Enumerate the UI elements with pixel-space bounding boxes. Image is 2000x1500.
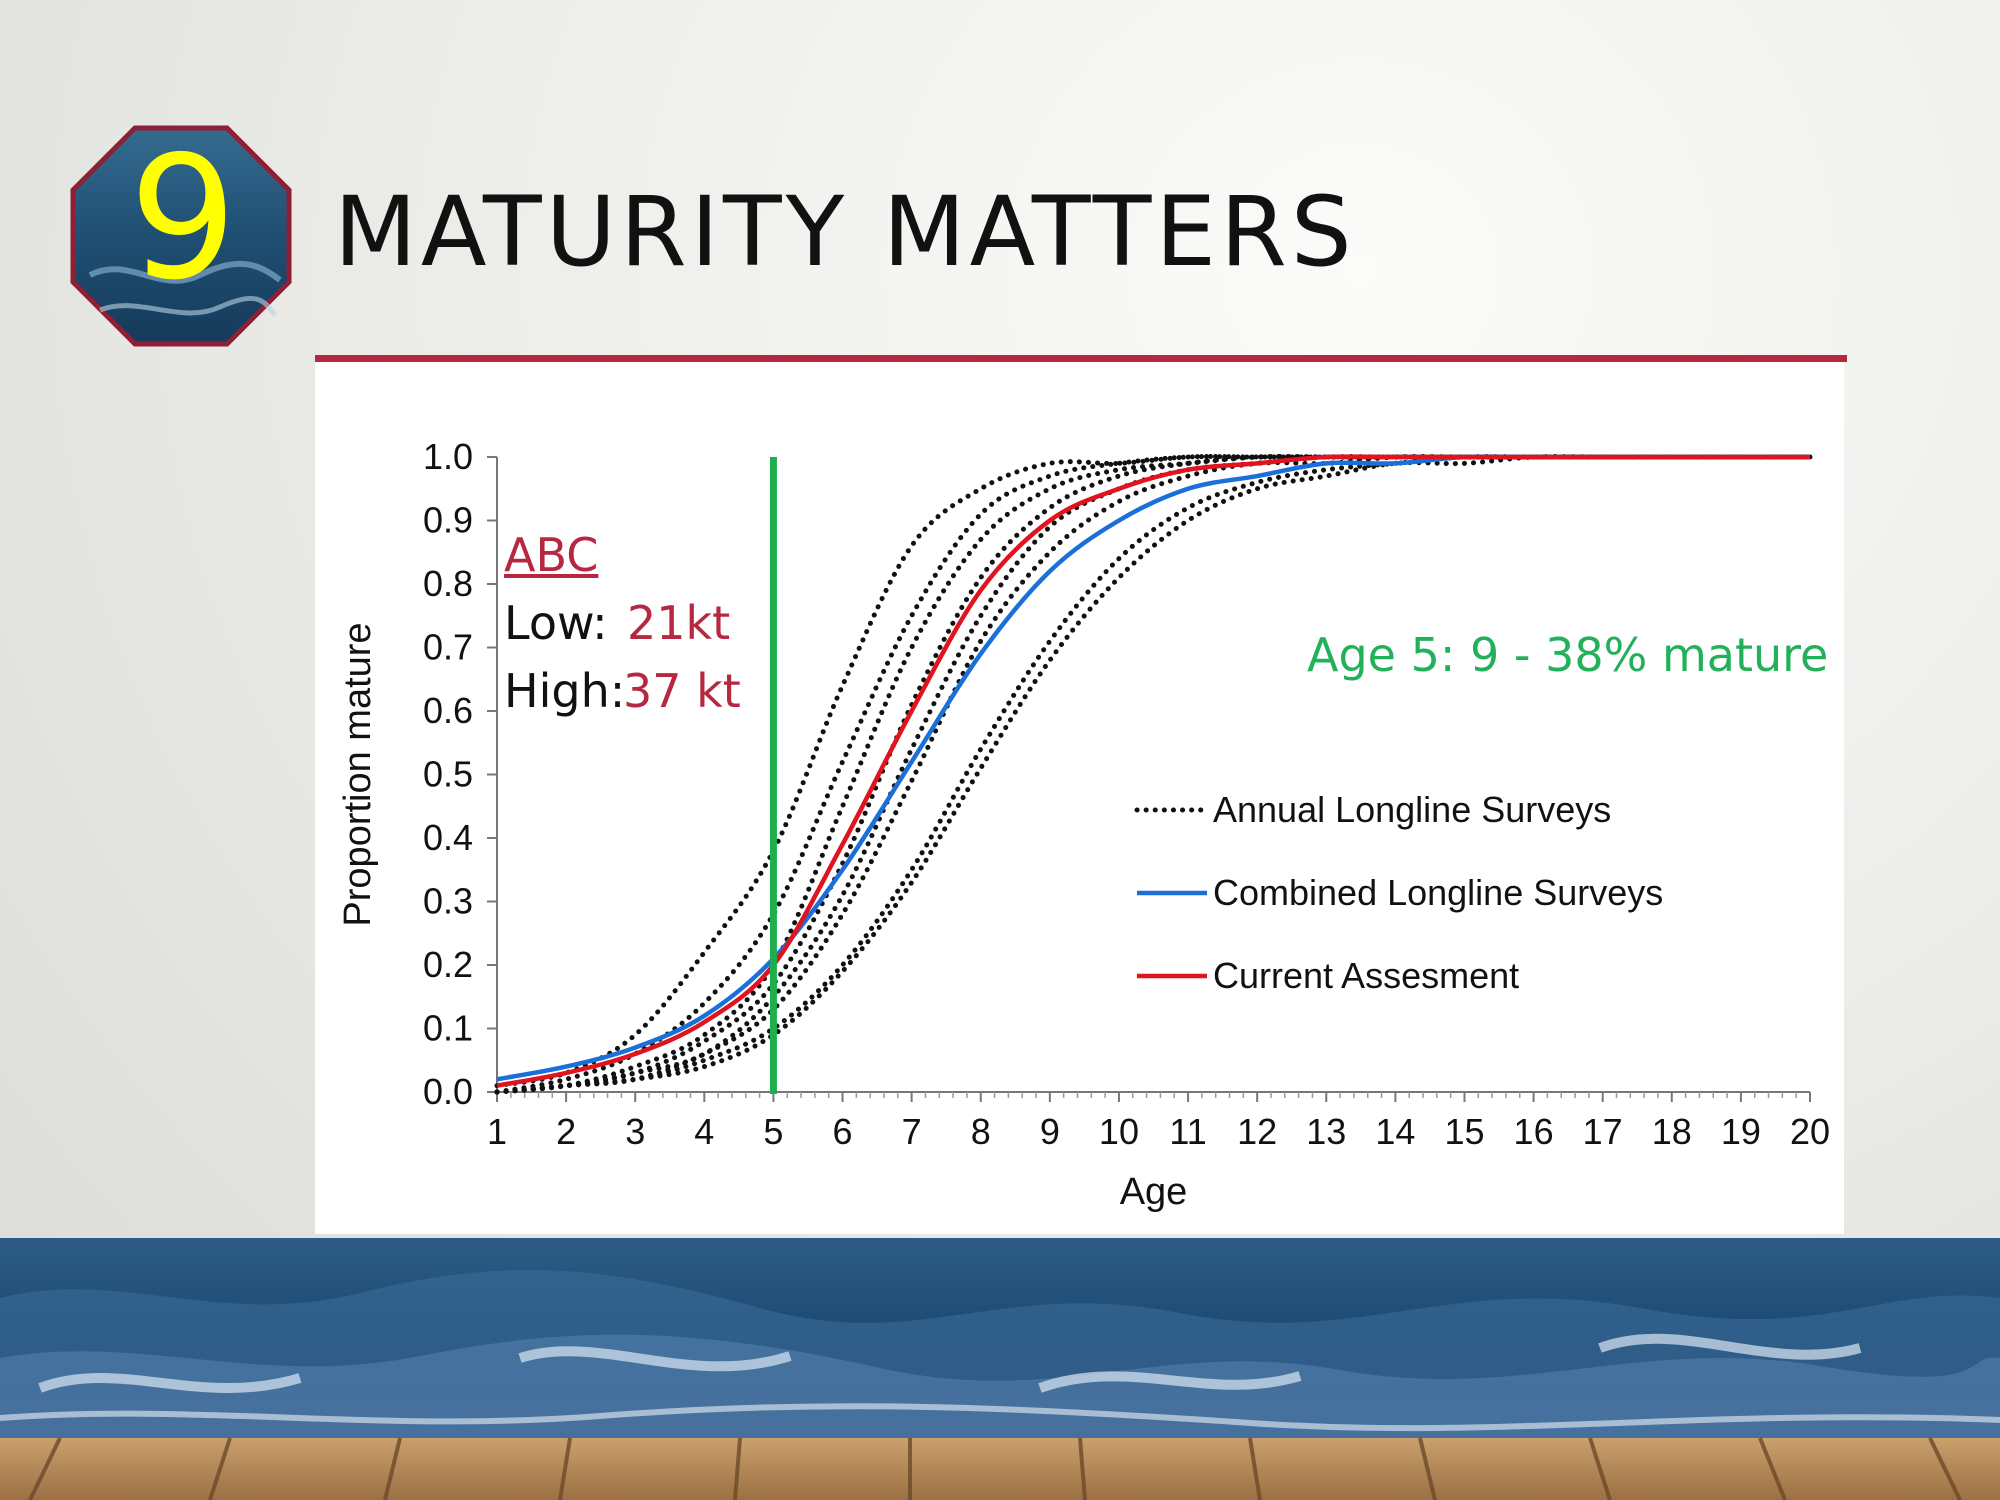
y-tick-label: 1.0 bbox=[423, 436, 473, 477]
combined-longline-line bbox=[496, 454, 1810, 1082]
y-tick-label: 0.6 bbox=[423, 690, 473, 731]
y-tick-label: 0.4 bbox=[423, 817, 473, 858]
y-tick-label: 0.0 bbox=[423, 1071, 473, 1112]
slide-number: 9 bbox=[129, 125, 237, 318]
annual-survey-line-5 bbox=[494, 454, 1813, 1095]
x-tick-label: 1 bbox=[487, 1111, 507, 1152]
annual-survey-line-0 bbox=[494, 454, 1813, 1089]
x-tick-label: 11 bbox=[1169, 1111, 1206, 1152]
title-divider bbox=[315, 355, 1847, 362]
x-tick-label: 7 bbox=[902, 1111, 922, 1152]
ocean-waves-and-wooden-dock-icon bbox=[0, 1238, 2000, 1500]
annual-survey-line-6 bbox=[494, 454, 1813, 1095]
x-tick-label: 5 bbox=[763, 1111, 783, 1152]
maturity-chart: 1 2 3 4 5 6 7 8 9 10 11 12 13 14 15 16 17 18 19 200.00.10.2… bbox=[337, 436, 1830, 1213]
x-tick-label: 3 bbox=[625, 1111, 645, 1152]
x-tick-label: 9 bbox=[1040, 1111, 1060, 1152]
annual-survey-line-1 bbox=[494, 454, 1813, 1095]
slide-title: MATURITY MATTERS bbox=[334, 176, 1356, 288]
annual-survey-line-2 bbox=[494, 454, 1813, 1095]
x-tick-label: 13 bbox=[1306, 1111, 1346, 1152]
x-tick-label: 4 bbox=[694, 1111, 714, 1152]
legend-label-2: Combined Longline Surveys bbox=[1213, 872, 1663, 913]
y-tick-label: 0.9 bbox=[423, 500, 473, 541]
y-tick-label: 0.7 bbox=[423, 627, 473, 668]
x-tick-label: 10 bbox=[1099, 1111, 1139, 1152]
abc-low-label: Low: bbox=[504, 596, 608, 650]
abc-heading: ABC bbox=[504, 528, 599, 582]
y-tick-label: 0.5 bbox=[423, 754, 473, 795]
x-tick-label: 8 bbox=[971, 1111, 991, 1152]
chart-panel: 1 2 3 4 5 6 7 8 9 10 11 12 13 14 15 16 17 18 19 20 0.0 0.1 0.2… bbox=[315, 362, 1844, 1234]
annual-survey-line-7 bbox=[494, 454, 1813, 1095]
current-assessment-line bbox=[496, 454, 1810, 1088]
legend-label-3: Current Assesment bbox=[1213, 955, 1519, 996]
y-tick-label: 0.3 bbox=[423, 881, 473, 922]
x-tick-label: 12 bbox=[1237, 1111, 1277, 1152]
annual-survey-line-4 bbox=[494, 454, 1813, 1095]
x-tick-label: 6 bbox=[833, 1111, 853, 1152]
y-tick-label: 0.2 bbox=[423, 944, 473, 985]
octagon-wave-badge-icon: 9 bbox=[70, 125, 292, 347]
abc-low-value: 21kt bbox=[627, 596, 731, 650]
y-tick-label: 0.1 bbox=[423, 1008, 473, 1049]
x-tick-label: 15 bbox=[1444, 1111, 1484, 1152]
x-tick-label: 18 bbox=[1652, 1111, 1692, 1152]
x-axis-title: Age bbox=[1120, 1171, 1188, 1213]
y-axis-title: Proportion mature bbox=[337, 622, 379, 926]
y-tick-label: 0.8 bbox=[423, 563, 473, 604]
x-tick-label: 2 bbox=[556, 1111, 576, 1152]
age5-maturity-note: Age 5: 9 - 38% mature bbox=[1307, 628, 1829, 682]
legend-label-1: Annual Longline Surveys bbox=[1213, 789, 1611, 830]
x-tick-label: 17 bbox=[1583, 1111, 1623, 1152]
x-tick-label: 14 bbox=[1375, 1111, 1415, 1152]
annual-survey-line-3 bbox=[494, 454, 1813, 1095]
abc-high-value: 37 kt bbox=[623, 664, 741, 718]
x-tick-label: 20 bbox=[1790, 1111, 1830, 1152]
x-tick-label: 19 bbox=[1721, 1111, 1761, 1152]
x-tick-label: 16 bbox=[1514, 1111, 1554, 1152]
abc-high-label: High: bbox=[504, 664, 626, 718]
